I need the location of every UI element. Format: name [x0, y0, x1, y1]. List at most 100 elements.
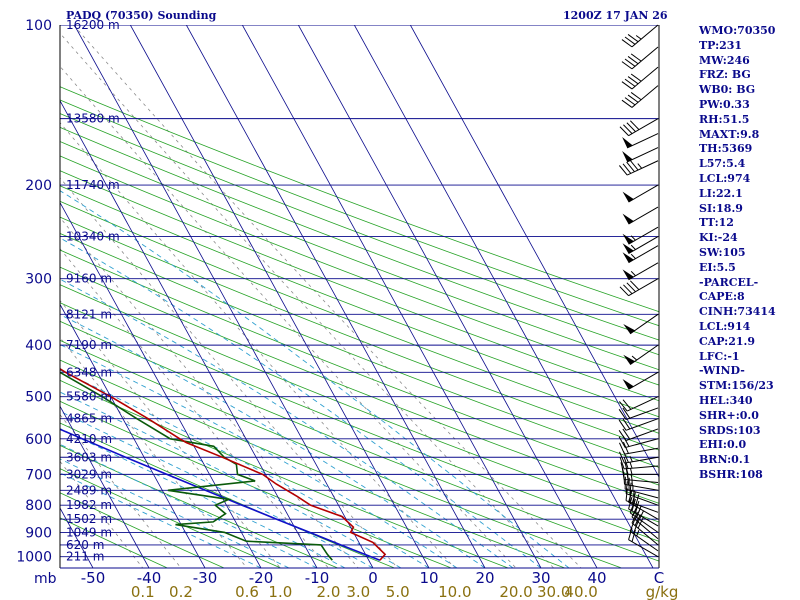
dry-adiabat: [60, 216, 659, 451]
mixing-ratio-tick-label: 0.2: [169, 583, 193, 600]
stat-line: CAPE:8: [699, 290, 745, 304]
temperature-tick-label: 40: [587, 569, 606, 587]
wind-barb-shaft: [631, 24, 659, 48]
temperature-tick-label: -30: [193, 569, 218, 587]
wind-barb-shaft: [626, 147, 659, 163]
height-label: 211 m: [66, 550, 104, 564]
dry-adiabat: [60, 379, 510, 568]
height-label: 4865 m: [66, 412, 112, 426]
wind-barb: [619, 456, 659, 470]
wind-barb-flag: [629, 280, 640, 291]
wind-barb-half-flag: [630, 468, 633, 475]
height-label: 8121 m: [66, 307, 112, 321]
wind-barb-flag: [627, 94, 639, 103]
wind-barb-flag: [629, 160, 639, 171]
wind-barb-flag: [621, 39, 633, 48]
height-label: 1049 m: [66, 525, 112, 539]
wind-barb-flag: [619, 286, 629, 297]
stat-line: TH:5369: [699, 142, 753, 156]
temperature-unit-label: C: [654, 569, 664, 587]
isotherm: [60, 201, 262, 568]
mixing-ratio-tick-label: 5.0: [386, 583, 410, 600]
wind-barb-shaft: [625, 493, 659, 506]
wind-barb-half-flag: [629, 462, 633, 469]
wind-barb-shaft: [631, 66, 659, 90]
dry-adiabat: [60, 141, 659, 371]
dry-adiabat: [60, 86, 659, 313]
stat-line: WB0: BG: [699, 83, 756, 97]
mixing-ratio-line: [72, 25, 582, 568]
wind-barb-shaft: [629, 530, 659, 552]
wind-barb-half-flag: [633, 497, 635, 504]
wind-barb-flag: [630, 73, 642, 82]
wind-barb-flag: [626, 122, 636, 132]
mixing-ratio-tick-label: 1.0: [268, 583, 292, 600]
wind-barb-shaft: [625, 438, 659, 449]
temperature-line: [60, 367, 387, 561]
wind-barb-flag: [619, 165, 628, 176]
dry-adiabat: [60, 400, 453, 568]
stat-line: SW:105: [699, 245, 746, 259]
wind-barb-shaft: [628, 118, 659, 137]
wind-barb-flag: [624, 36, 636, 45]
mixing-ratio-unit-label: g/kg: [646, 583, 679, 600]
wind-barb-shaft: [628, 508, 659, 527]
stat-line: EHI:0.0: [699, 438, 747, 452]
stat-line: WMO:70350: [699, 24, 776, 37]
wind-barb-shaft: [624, 479, 659, 483]
dry-adiabat: [60, 359, 566, 568]
dry-adiabat: [60, 126, 659, 356]
wind-barb-flag: [621, 81, 633, 90]
wind-barb: [622, 245, 659, 264]
mixing-ratio-line: [60, 122, 456, 568]
dry-adiabat: [60, 232, 659, 468]
temperature-tick-label: -20: [249, 569, 274, 587]
height-label: 10340 m: [66, 230, 120, 244]
dry-adiabat: [60, 468, 282, 568]
wind-barb-flag: [629, 120, 640, 130]
wind-barb-half-flag: [631, 355, 638, 361]
stat-line: LCL:914: [699, 319, 751, 333]
height-label: 5580 m: [66, 390, 112, 404]
isotherm: [60, 405, 150, 568]
wind-barb-flag: [623, 284, 633, 295]
wind-barb-shaft: [624, 465, 659, 470]
wind-barb-shaft: [626, 396, 659, 412]
height-label: 9160 m: [66, 272, 112, 286]
height-label: 2489 m: [66, 483, 112, 497]
temperature-tick-label: -10: [305, 569, 330, 587]
height-label: 16200 m: [66, 18, 120, 32]
wind-barb-flag: [627, 34, 639, 43]
wind-barb-pennant: [622, 137, 633, 148]
wind-barb-flag: [622, 399, 632, 410]
moist-adiabat: [60, 344, 458, 568]
moist-adiabat: [60, 190, 570, 568]
dry-adiabat: [60, 249, 659, 486]
moist-adiabat: [60, 443, 318, 568]
wind-barb: [629, 519, 659, 552]
stat-line: LFC:-1: [699, 349, 740, 363]
height-label: 3603 m: [66, 450, 112, 464]
stat-line: MW:246: [699, 53, 750, 67]
wind-barb-flag: [622, 428, 631, 440]
stat-line: BRN:0.1: [699, 453, 751, 467]
wind-barb: [619, 118, 659, 137]
wind-barb: [622, 184, 659, 203]
mixing-ratio-line: [60, 32, 555, 568]
stat-line: KI:-24: [699, 231, 738, 245]
dry-adiabat: [60, 320, 659, 562]
wind-barb-flag: [629, 489, 632, 503]
height-label: 11740 m: [66, 178, 120, 192]
stat-line: -WIND-: [699, 364, 745, 378]
stability-indices-panel: WMO:70350 TP:231 MW:246 FRZ: BG WB0: BG PW:0.…: [699, 24, 799, 483]
wind-barb-pennant: [622, 269, 634, 280]
wind-barb-flag: [637, 516, 644, 529]
wind-barb: [618, 418, 659, 431]
dry-adiabat: [60, 200, 659, 434]
stat-line: TP:231: [699, 38, 743, 52]
mixing-ratio-tick-label: 10.0: [438, 583, 471, 600]
wind-barb-flag: [626, 161, 635, 173]
pressure-tick-label: 400: [25, 338, 52, 354]
isotherm: [353, 25, 654, 568]
